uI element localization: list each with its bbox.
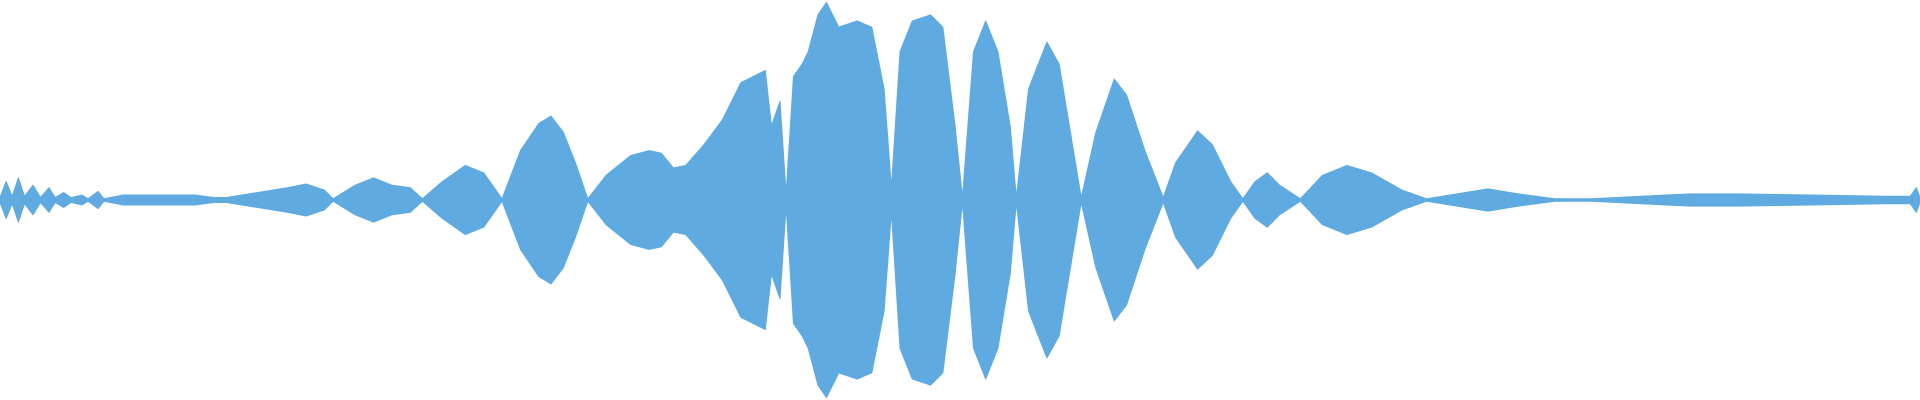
waveform-upper bbox=[0, 1, 1920, 201]
waveform-lower bbox=[0, 199, 1920, 399]
